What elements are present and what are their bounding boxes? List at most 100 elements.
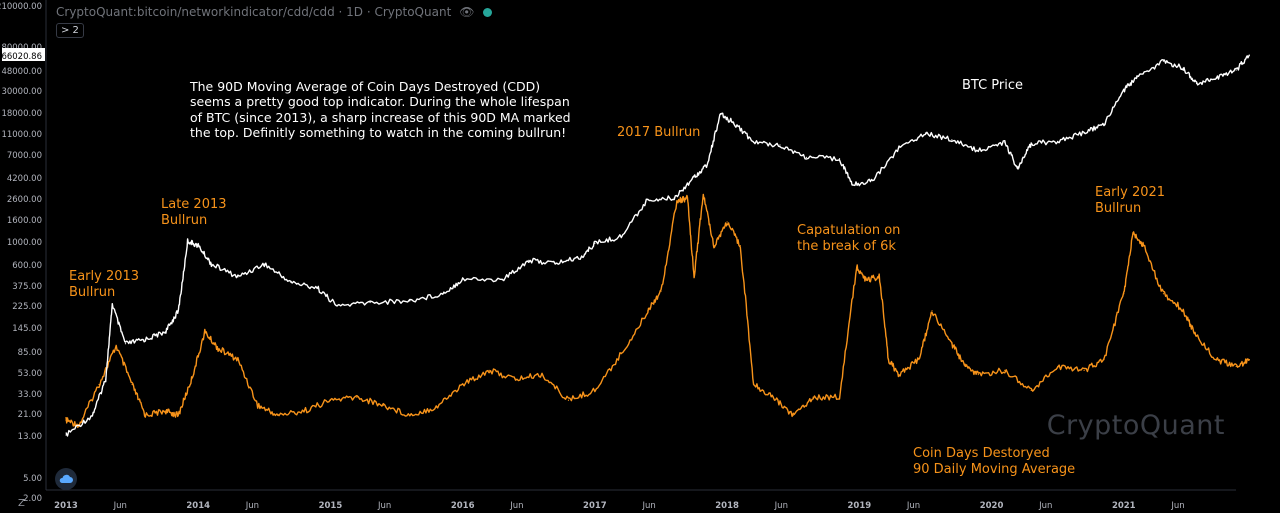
data-point (1248, 54, 1250, 56)
annotation-note: The 90D Moving Average of Coin Days Dest… (190, 79, 571, 141)
data-point (1235, 365, 1237, 368)
y-tick-label: 2.00 (23, 494, 42, 504)
annotation-btc-price: BTC Price (962, 78, 1024, 93)
x-tick-label: Jun (113, 501, 127, 511)
data-point (1083, 132, 1085, 134)
watermark: CryptoQuant (1046, 410, 1225, 441)
data-point (303, 410, 305, 412)
data-point (276, 414, 279, 416)
data-point (187, 240, 189, 242)
data-point (263, 263, 265, 265)
data-point (706, 164, 708, 166)
data-point (290, 281, 292, 283)
data-point (1182, 310, 1184, 312)
data-point (554, 262, 556, 264)
annotation-line: Coin Days Destoryed (913, 446, 1050, 461)
data-point (772, 396, 774, 398)
x-tick-label: Jun (245, 501, 259, 511)
data-point (977, 373, 979, 376)
data-point (204, 331, 206, 333)
y-tick-label: 2600.00 (7, 195, 42, 205)
data-point (702, 194, 704, 196)
data-point (647, 310, 649, 312)
cloud-icon (59, 474, 73, 483)
x-tick-label: Jun (641, 501, 655, 511)
data-point (462, 383, 464, 386)
y-tick-label: 210000.00 (0, 2, 42, 12)
zoom-button[interactable]: Z (18, 498, 25, 509)
data-point (1083, 369, 1085, 371)
chart-title: CryptoQuant:bitcoin/networkindicator/cdd… (56, 5, 452, 19)
data-point (336, 305, 338, 307)
data-point (898, 373, 900, 376)
data-point (65, 434, 67, 436)
data-point (115, 345, 117, 347)
data-point (462, 278, 464, 280)
data-point (887, 359, 890, 361)
data-point (1103, 359, 1105, 361)
data-point (1136, 77, 1138, 79)
data-point (369, 301, 371, 304)
x-tick-label: 2014 (186, 501, 210, 511)
data-point (647, 199, 649, 201)
data-point (792, 414, 794, 416)
data-point (673, 197, 675, 199)
data-point (144, 414, 146, 416)
data-point (217, 347, 219, 350)
x-tick-label: Jun (774, 501, 788, 511)
annotation-early-2021: Early 2021 Bullrun (1095, 185, 1165, 217)
data-point (838, 158, 841, 160)
y-tick-label: 375.00 (12, 282, 42, 292)
data-point (131, 383, 133, 386)
y-tick-label: 48000.00 (1, 67, 42, 77)
data-point (1123, 89, 1125, 91)
data-point (514, 378, 517, 380)
data-point (105, 378, 107, 380)
x-tick-label: 2016 (451, 501, 475, 511)
data-point (726, 221, 728, 223)
x-tick-label: Jun (906, 501, 920, 511)
y-axis[interactable]: 210000.0080000.0066020.8648000.0030000.0… (0, 0, 47, 504)
data-point (1162, 293, 1165, 295)
data-point (856, 266, 858, 268)
y-tick-label: 5.00 (23, 474, 42, 484)
data-point (1215, 77, 1217, 79)
data-point (1017, 168, 1019, 170)
data-point (739, 245, 741, 247)
data-point (594, 242, 596, 244)
data-point (1004, 141, 1006, 143)
x-tick-label: 2013 (54, 501, 78, 511)
data-point (931, 310, 933, 312)
data-point (1057, 365, 1059, 368)
annotation-line: Early 2013 (69, 269, 140, 284)
chart-header: CryptoQuant:bitcoin/networkindicator/cdd… (56, 5, 492, 19)
x-axis[interactable]: 2013 Jun 2014 Jun 2015 Jun 2016 Jun 2017 Jun 2018 J… (46, 489, 1236, 511)
data-point (1182, 67, 1184, 69)
data-point (1215, 359, 1217, 361)
data-point (442, 293, 444, 295)
annotation-2017: 2017 Bullrun (617, 125, 701, 140)
y-tick-label: 4200.00 (7, 174, 42, 184)
data-point (686, 197, 689, 199)
x-tick-label: 2018 (715, 501, 739, 511)
data-point (501, 279, 503, 281)
data-point (805, 156, 808, 158)
y-tick-label: 30000.00 (1, 87, 42, 97)
y-tick-label: 33.00 (18, 390, 42, 400)
data-point (924, 132, 927, 134)
data-point (852, 184, 854, 186)
data-point (409, 414, 411, 416)
collapse-badge-button[interactable]: > 2 (56, 23, 84, 38)
data-point (177, 310, 179, 312)
y-tick-label: 21.00 (18, 410, 42, 420)
data-point (98, 383, 100, 386)
x-tick-label: 2015 (319, 501, 343, 511)
eye-hide-icon[interactable]: 👁︎ (459, 5, 475, 19)
data-point (812, 396, 814, 398)
cryptoquant-logo-icon[interactable] (55, 468, 77, 490)
annotation-line: 90 Daily Moving Average (913, 462, 1076, 477)
x-tick-label: 2017 (583, 501, 607, 511)
data-point (1235, 69, 1237, 71)
y-tick-label: 85.00 (18, 348, 42, 358)
data-point (567, 399, 570, 401)
